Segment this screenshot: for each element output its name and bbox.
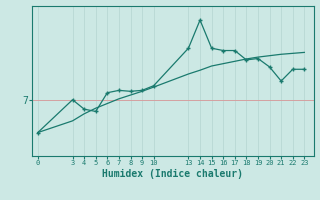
X-axis label: Humidex (Indice chaleur): Humidex (Indice chaleur) <box>102 169 243 179</box>
